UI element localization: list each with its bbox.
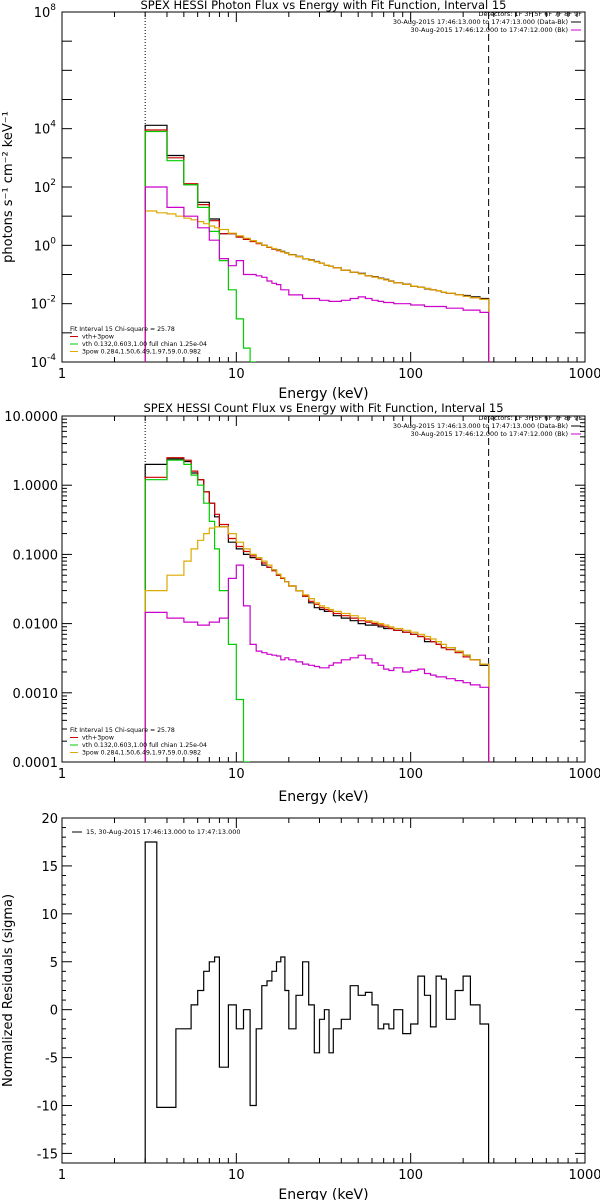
y-tick-label: 102 bbox=[34, 178, 56, 196]
legend-entry: 3pow 0.284,1.50,6.49,1.97,59.0,0.982 bbox=[82, 750, 201, 757]
series-bk bbox=[144, 564, 490, 762]
y-tick-label: 100 bbox=[34, 236, 57, 254]
series-vth-3pow bbox=[144, 457, 490, 762]
y-tick-label: 10-4 bbox=[30, 353, 56, 371]
y-tick-label: 0 bbox=[50, 1004, 58, 1019]
chart-panel-1: 1 10 100 1000 10-4 10-2 100 102 104 108 SPEX HESSI… bbox=[1, 0, 600, 402]
series-vth-3pow bbox=[144, 129, 490, 362]
header-info: 30-Aug-2015 17:46:13.000 to 17:47:13.000… bbox=[393, 422, 568, 430]
header-info: 30-Aug-2015 17:46:13.000 to 17:47:13.000… bbox=[393, 18, 568, 26]
x-tick-label: 10 bbox=[228, 767, 245, 782]
series-data-bk bbox=[144, 124, 490, 362]
header-info: 30-Aug-2015 17:46:12.000 to 17:47:12.000… bbox=[411, 26, 568, 34]
y-tick-label: 10-2 bbox=[30, 295, 56, 313]
plot-frame bbox=[61, 11, 586, 363]
legend-entry: vth 0.132,0.603,1.00 full chian 1.25e-04 bbox=[82, 742, 207, 749]
legend-entry: Fit Interval 15 Chi-square = 25.78 bbox=[70, 727, 175, 734]
series-vth bbox=[144, 459, 251, 762]
plot-frame bbox=[61, 415, 586, 763]
x-tick-label: 10 bbox=[228, 367, 245, 382]
x-axis-label: Energy (keV) bbox=[278, 789, 368, 805]
y-tick-label: 108 bbox=[34, 3, 57, 21]
x-axis-label: Energy (keV) bbox=[278, 1187, 368, 1200]
y-tick-label: 1.0000 bbox=[13, 479, 59, 494]
legend-entry: Fit Interval 15 Chi-square = 25.78 bbox=[70, 326, 175, 333]
header-info: Detectors: 1F 3F 5F 6F 7F 8F 9F bbox=[479, 414, 583, 422]
y-tick-label: 0.0100 bbox=[13, 618, 59, 633]
x-tick-label: 1000 bbox=[568, 1168, 600, 1183]
chart-title: SPEX HESSI Count Flux vs Energy with Fit… bbox=[143, 401, 503, 415]
y-axis-label: Normalized Residuals (sigma) bbox=[1, 894, 16, 1087]
y-axis-label: photons s⁻¹ cm⁻² keV⁻¹ bbox=[1, 111, 16, 263]
y-tick-label: 20 bbox=[41, 812, 58, 827]
plot-frame bbox=[61, 817, 586, 1164]
x-tick-label: 1 bbox=[58, 767, 66, 782]
header-info: Detectors: 1F 3F 5F 6F 7F 8F 9F bbox=[479, 10, 583, 18]
chart-panel-2: 1 10 100 1000 0.0001 0.0010 0.0100 0.1000 1.0000… bbox=[4, 401, 600, 805]
y-tick-label: 0.0001 bbox=[13, 756, 59, 771]
series-bk bbox=[144, 186, 490, 362]
header-info: 30-Aug-2015 17:46:12.000 to 17:47:12.000… bbox=[411, 430, 568, 438]
x-axis-label: Energy (keV) bbox=[278, 386, 368, 402]
chart-title: SPEX HESSI Photon Flux vs Energy with Fi… bbox=[140, 0, 506, 12]
legend-entry: 15, 30-Aug-2015 17:46:13.000 to 17:47:13… bbox=[86, 828, 241, 836]
chart-panel-3: 1 10 100 1000 -15 -10 -5 0 5 10 15 20 Energy (keV) No… bbox=[1, 812, 600, 1200]
legend-entry: vth+3pow bbox=[82, 334, 114, 341]
y-tick-label: 104 bbox=[34, 120, 57, 138]
y-tick-label: 10.0000 bbox=[4, 410, 58, 425]
series-3pow bbox=[144, 526, 490, 762]
series-vth bbox=[144, 130, 257, 362]
series-data-bk bbox=[144, 458, 490, 762]
series-residuals bbox=[144, 841, 490, 1163]
series-3pow bbox=[144, 210, 490, 362]
x-tick-label: 100 bbox=[398, 367, 423, 382]
legend-entry: vth+3pow bbox=[82, 735, 114, 742]
y-tick-label: -10 bbox=[37, 1100, 58, 1115]
y-tick-label: -5 bbox=[45, 1052, 58, 1067]
y-tick-label: 5 bbox=[50, 956, 58, 971]
x-tick-label: 1000 bbox=[568, 367, 600, 382]
legend-entry: 3pow 0.284,1.50,6.49,1.97,59.0,0.982 bbox=[82, 349, 201, 356]
legend-entry: vth 0.132,0.603,1.00 full chian 1.25e-04 bbox=[82, 341, 207, 348]
x-tick-label: 10 bbox=[228, 1168, 245, 1183]
y-tick-label: 0.1000 bbox=[13, 548, 59, 563]
y-tick-label: 15 bbox=[41, 860, 58, 875]
y-tick-label: 0.0010 bbox=[13, 687, 59, 702]
x-tick-label: 100 bbox=[398, 767, 423, 782]
x-tick-label: 1000 bbox=[568, 767, 600, 782]
x-tick-label: 1 bbox=[58, 367, 66, 382]
y-tick-label: -15 bbox=[37, 1147, 58, 1162]
x-tick-label: 1 bbox=[58, 1168, 66, 1183]
y-tick-label: 10 bbox=[41, 908, 58, 923]
x-tick-label: 100 bbox=[398, 1168, 423, 1183]
